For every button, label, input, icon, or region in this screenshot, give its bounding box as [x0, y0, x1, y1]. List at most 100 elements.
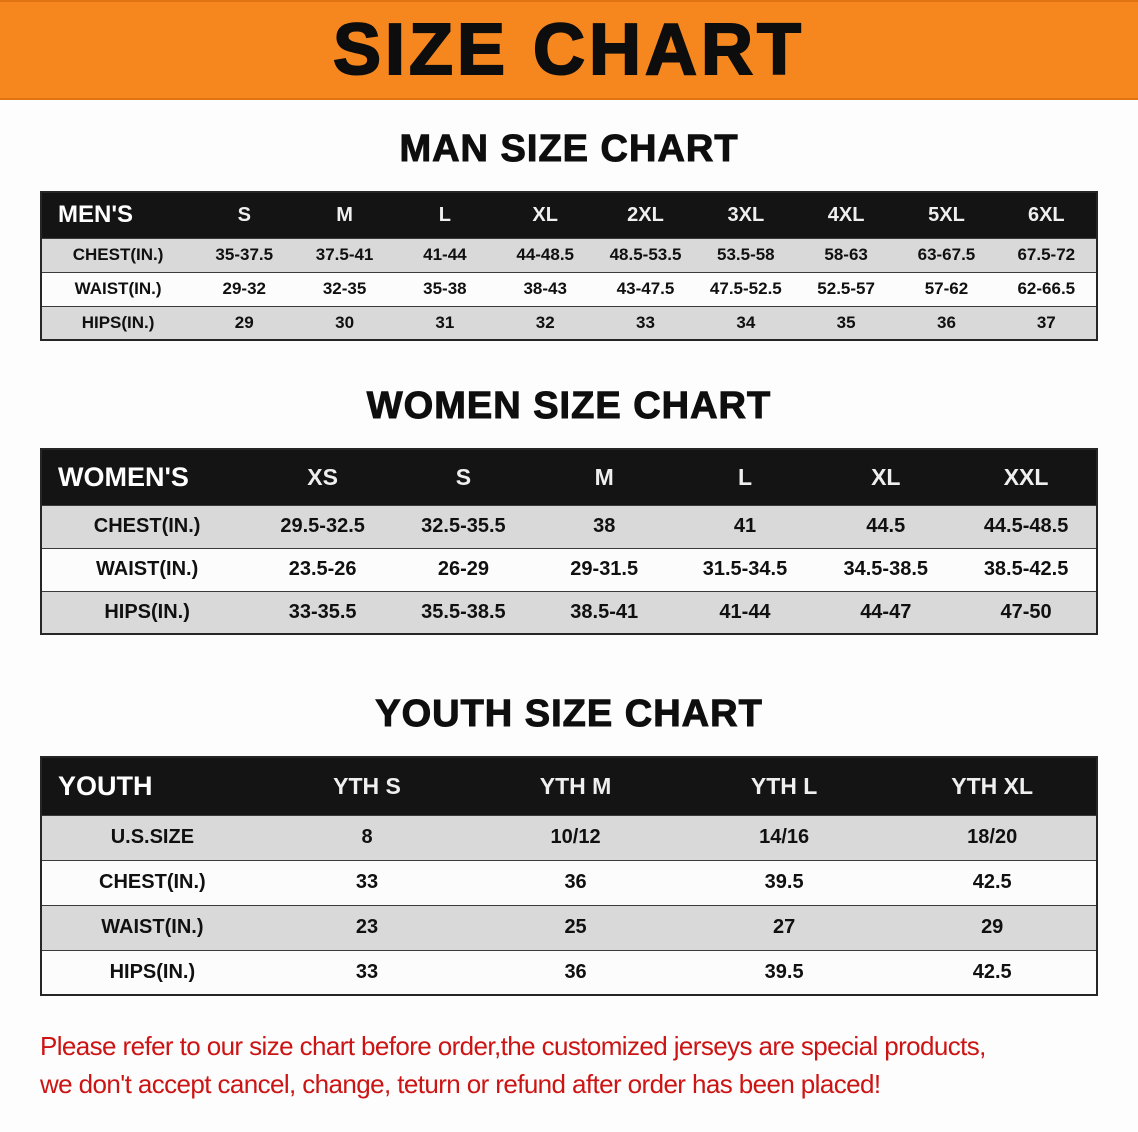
size-column-header: XS: [252, 449, 394, 505]
page-title: SIZE CHART: [332, 10, 805, 90]
women-hips-row: HIPS(IN.) 33-35.5 35.5-38.5 38.5-41 41-4…: [41, 590, 1097, 634]
size-cell: 44.5: [815, 504, 957, 548]
youth-corner-label: YOUTH: [41, 757, 263, 815]
size-cell: 23: [262, 904, 472, 950]
size-cell: 32.5-35.5: [393, 504, 534, 548]
size-column-header: M: [533, 449, 675, 505]
size-column-header: YTH XL: [888, 757, 1097, 815]
size-cell: 31: [394, 305, 496, 340]
size-cell: 62-66.5: [996, 271, 1097, 306]
size-cell: 39.5: [679, 949, 889, 995]
men-hips-row: HIPS(IN.) 29 30 31 32 33 34 35 36 37: [41, 305, 1097, 340]
women-corner-label: WOMEN'S: [41, 449, 253, 505]
women-section: WOMEN SIZE CHART WOMEN'S XS S M L XL XXL: [0, 385, 1138, 635]
size-cell: 38.5-41: [533, 590, 675, 634]
size-cell: 35: [795, 305, 897, 340]
size-cell: 58-63: [795, 237, 897, 272]
row-label: WAIST(IN.): [41, 547, 253, 591]
size-cell: 35-37.5: [194, 237, 295, 272]
size-cell: 26-29: [393, 547, 534, 591]
youth-chest-row: CHEST(IN.) 33 36 39.5 42.5: [41, 859, 1097, 905]
size-column-header: 6XL: [996, 192, 1097, 238]
size-cell: 23.5-26: [252, 547, 394, 591]
size-cell: 47-50: [956, 590, 1097, 634]
size-cell: 38.5-42.5: [956, 547, 1097, 591]
youth-hips-row: HIPS(IN.) 33 36 39.5 42.5: [41, 949, 1097, 995]
size-cell: 39.5: [679, 859, 889, 905]
men-section: MAN SIZE CHART MEN'S S M L XL 2XL 3XL 4X…: [0, 128, 1138, 341]
size-cell: 27: [679, 904, 889, 950]
size-column-header: XXL: [956, 449, 1097, 505]
size-cell: 25: [471, 904, 680, 950]
size-column-header: S: [194, 192, 295, 238]
size-cell: 36: [471, 949, 680, 995]
size-cell: 38-43: [495, 271, 596, 306]
size-cell: 63-67.5: [896, 237, 997, 272]
size-column-header: L: [394, 192, 496, 238]
size-column-header: 3XL: [695, 192, 796, 238]
size-cell: 41-44: [394, 237, 496, 272]
banner: SIZE CHART: [0, 0, 1138, 100]
row-label: WAIST(IN.): [41, 271, 195, 306]
youth-section: YOUTH SIZE CHART YOUTH YTH S YTH M YTH L…: [0, 693, 1138, 996]
size-cell: 37: [996, 305, 1097, 340]
row-label: U.S.SIZE: [41, 814, 263, 860]
row-label: WAIST(IN.): [41, 904, 263, 950]
size-cell: 53.5-58: [695, 237, 796, 272]
row-label: HIPS(IN.): [41, 590, 253, 634]
youth-size-table: YOUTH YTH S YTH M YTH L YTH XL U.S.SIZE …: [40, 756, 1098, 996]
size-cell: 42.5: [888, 859, 1097, 905]
women-waist-row: WAIST(IN.) 23.5-26 26-29 29-31.5 31.5-34…: [41, 547, 1097, 591]
disclaimer-text: Please refer to our size chart before or…: [40, 1028, 1138, 1103]
women-heading: WOMEN SIZE CHART: [366, 385, 772, 428]
men-size-table: MEN'S S M L XL 2XL 3XL 4XL 5XL 6XL CHEST…: [40, 191, 1098, 341]
size-cell: 32: [495, 305, 596, 340]
size-column-header: 2XL: [595, 192, 696, 238]
size-cell: 14/16: [679, 814, 889, 860]
size-cell: 37.5-41: [294, 237, 395, 272]
size-cell: 18/20: [888, 814, 1097, 860]
size-cell: 33: [262, 859, 472, 905]
size-cell: 67.5-72: [996, 237, 1097, 272]
size-cell: 35-38: [394, 271, 496, 306]
row-label: HIPS(IN.): [41, 305, 195, 340]
size-column-header: XL: [815, 449, 957, 505]
disclaimer-line: we don't accept cancel, change, teturn o…: [40, 1068, 881, 1099]
women-header-row: WOMEN'S XS S M L XL XXL: [41, 449, 1097, 505]
size-cell: 8: [262, 814, 472, 860]
size-cell: 57-62: [896, 271, 997, 306]
size-column-header: YTH L: [679, 757, 889, 815]
size-cell: 36: [896, 305, 997, 340]
size-cell: 29.5-32.5: [252, 504, 394, 548]
youth-ussize-row: U.S.SIZE 8 10/12 14/16 18/20: [41, 814, 1097, 860]
youth-heading: YOUTH SIZE CHART: [375, 693, 763, 736]
size-cell: 33: [262, 949, 472, 995]
size-cell: 41: [674, 504, 816, 548]
size-cell: 34.5-38.5: [815, 547, 957, 591]
size-cell: 52.5-57: [795, 271, 897, 306]
men-corner-label: MEN'S: [41, 192, 195, 238]
men-heading: MAN SIZE CHART: [399, 128, 739, 171]
size-cell: 44-47: [815, 590, 957, 634]
size-column-header: L: [674, 449, 816, 505]
size-cell: 29: [888, 904, 1097, 950]
size-cell: 10/12: [471, 814, 680, 860]
size-column-header: M: [294, 192, 395, 238]
size-cell: 34: [695, 305, 796, 340]
men-header-row: MEN'S S M L XL 2XL 3XL 4XL 5XL 6XL: [41, 192, 1097, 238]
size-column-header: XL: [495, 192, 596, 238]
row-label: CHEST(IN.): [41, 504, 253, 548]
women-chest-row: CHEST(IN.) 29.5-32.5 32.5-35.5 38 41 44.…: [41, 504, 1097, 548]
row-label: HIPS(IN.): [41, 949, 263, 995]
size-column-header: 5XL: [896, 192, 997, 238]
size-cell: 44-48.5: [495, 237, 596, 272]
size-cell: 31.5-34.5: [674, 547, 816, 591]
size-column-header: YTH M: [471, 757, 680, 815]
size-cell: 47.5-52.5: [695, 271, 796, 306]
size-cell: 43-47.5: [595, 271, 696, 306]
size-cell: 41-44: [674, 590, 816, 634]
size-cell: 29: [194, 305, 295, 340]
youth-header-row: YOUTH YTH S YTH M YTH L YTH XL: [41, 757, 1097, 815]
size-cell: 42.5: [888, 949, 1097, 995]
